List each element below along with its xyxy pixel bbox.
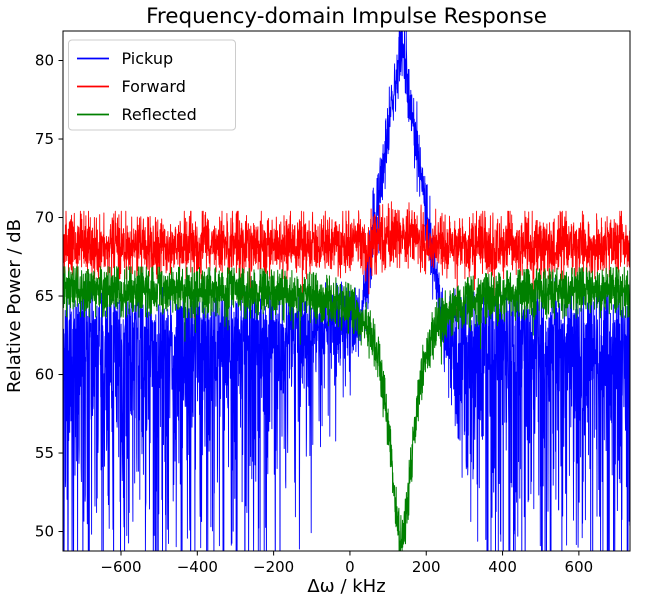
y-axis-ticks: 50 55 60 65 70 75 80 bbox=[35, 52, 63, 541]
y-tick-label: 80 bbox=[35, 52, 54, 70]
y-tick-label: 50 bbox=[35, 523, 54, 541]
chart-title: Frequency-domain Impulse Response bbox=[146, 4, 547, 29]
x-tick-label: 0 bbox=[345, 558, 355, 576]
y-tick-label: 70 bbox=[35, 209, 54, 227]
legend: Pickup Forward Reflected bbox=[68, 39, 236, 131]
x-axis-label: Δω / kHz bbox=[307, 576, 385, 597]
x-tick-label: −600 bbox=[100, 558, 141, 576]
y-tick-label: 55 bbox=[35, 444, 54, 462]
trace-group bbox=[63, 31, 630, 551]
series-reflected-line bbox=[63, 266, 630, 551]
axes-frame bbox=[62, 30, 631, 552]
x-tick-label: −400 bbox=[177, 558, 218, 576]
legend-label-forward: Forward bbox=[122, 77, 186, 96]
y-tick-label: 75 bbox=[35, 130, 54, 148]
series-forward-line bbox=[63, 201, 630, 319]
x-tick-label: −200 bbox=[253, 558, 294, 576]
x-tick-label: 200 bbox=[412, 558, 441, 576]
x-tick-label: 600 bbox=[565, 558, 594, 576]
x-axis-ticks: −600 −400 −200 0 200 400 600 bbox=[100, 551, 593, 576]
y-axis-label: Relative Power / dB bbox=[4, 219, 25, 393]
y-tick-label: 60 bbox=[35, 366, 54, 384]
legend-box bbox=[68, 39, 236, 131]
x-tick-label: 400 bbox=[488, 558, 517, 576]
legend-label-reflected: Reflected bbox=[122, 105, 197, 124]
y-tick-label: 65 bbox=[35, 287, 54, 305]
legend-label-pickup: Pickup bbox=[122, 49, 174, 68]
